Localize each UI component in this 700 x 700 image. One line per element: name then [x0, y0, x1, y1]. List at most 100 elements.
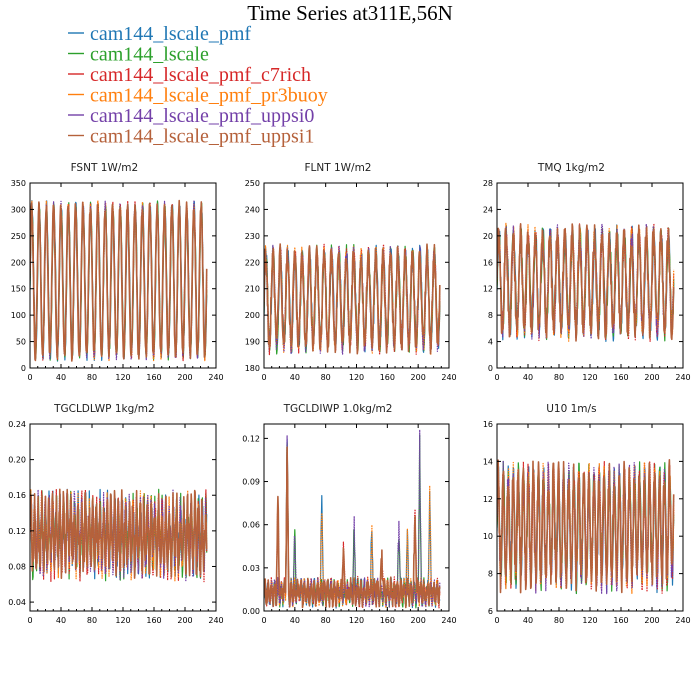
- x-tick-label: 0: [261, 616, 266, 625]
- y-tick-label: 0.24: [8, 420, 26, 429]
- y-tick-label: 0.03: [242, 564, 260, 573]
- y-tick-label: 200: [245, 311, 260, 320]
- x-tick-label: 120: [115, 616, 130, 625]
- series-line: [264, 446, 441, 609]
- legend-item: cam144_lscale_pmf_uppsi1: [68, 126, 314, 148]
- x-tick-label: 160: [146, 616, 161, 625]
- x-tick-label: 40: [523, 616, 533, 625]
- y-tick-label: 210: [245, 285, 260, 294]
- chart-panel: U10 1m/s 0 40 80 120 160 200 240 6 8 10 12 14 16: [483, 403, 691, 625]
- y-tick-label: 250: [245, 179, 260, 188]
- legend-item: cam144_lscale_pmf: [68, 23, 251, 45]
- y-tick-label: 0.12: [8, 527, 26, 536]
- y-tick-label: 8: [488, 570, 493, 579]
- y-tick-label: 0.06: [242, 521, 260, 530]
- figure-title: Time Series at311E,56N: [247, 1, 453, 25]
- y-tick-label: 0.00: [242, 607, 260, 616]
- y-tick-label: 12: [483, 495, 493, 504]
- x-tick-label: 160: [613, 616, 628, 625]
- x-tick-label: 200: [411, 373, 426, 382]
- y-tick-label: 300: [11, 205, 26, 214]
- legend-label: cam144_lscale_pmf: [90, 23, 251, 45]
- x-tick-label: 200: [644, 616, 659, 625]
- panel-title: FLNT 1W/m2: [304, 162, 371, 174]
- x-tick-label: 240: [208, 616, 223, 625]
- panel-title: TGCLDLWP 1kg/m2: [53, 403, 155, 415]
- y-tick-label: 240: [245, 205, 260, 214]
- series-lines: [30, 199, 208, 362]
- panel-title: TGCLDIWP 1.0kg/m2: [283, 403, 393, 415]
- panel-title: FSNT 1W/m2: [71, 162, 139, 174]
- series-line: [30, 199, 208, 362]
- x-tick-label: 40: [56, 616, 66, 625]
- panel-title: U10 1m/s: [546, 403, 596, 415]
- y-tick-label: 0.08: [8, 562, 26, 571]
- x-tick-label: 240: [441, 616, 456, 625]
- legend-label: cam144_lscale_pmf_uppsi0: [90, 105, 314, 127]
- x-tick-label: 240: [675, 616, 690, 625]
- x-tick-label: 160: [613, 373, 628, 382]
- chart-panel: FSNT 1W/m2 0 40 80 120 160 200 240 0 50 100 150 200 2…: [11, 162, 224, 382]
- y-tick-label: 12: [483, 285, 493, 294]
- x-tick-label: 120: [349, 373, 364, 382]
- panel-title: TMQ 1kg/m2: [537, 162, 605, 174]
- legend-label: cam144_lscale_pmf_pr3buoy: [90, 85, 328, 107]
- y-tick-label: 20: [483, 232, 493, 241]
- chart-panel: TGCLDLWP 1kg/m2 0 40 80 120 160 200 240 0.04 0.08…: [8, 403, 223, 625]
- x-tick-label: 0: [27, 616, 32, 625]
- y-tick-label: 190: [245, 338, 260, 347]
- y-tick-label: 0: [21, 364, 26, 373]
- y-tick-label: 0.12: [242, 434, 260, 443]
- y-tick-label: 50: [16, 338, 26, 347]
- x-tick-label: 120: [349, 616, 364, 625]
- y-tick-label: 250: [11, 232, 26, 241]
- y-tick-label: 10: [483, 532, 493, 541]
- y-tick-label: 220: [245, 258, 260, 267]
- x-tick-label: 80: [321, 373, 331, 382]
- chart-panel: FLNT 1W/m2 0 40 80 120 160 200 240 180 190 200 210 2…: [245, 162, 457, 382]
- x-tick-label: 40: [56, 373, 66, 382]
- y-tick-label: 350: [11, 179, 26, 188]
- x-tick-label: 240: [208, 373, 223, 382]
- chart-panel: TGCLDIWP 1.0kg/m2 0 40 80 120 160 200 240 0.00 0.…: [242, 403, 456, 625]
- legend-item: cam144_lscale_pmf_pr3buoy: [68, 85, 328, 107]
- x-tick-label: 120: [115, 373, 130, 382]
- y-tick-label: 24: [483, 205, 493, 214]
- y-tick-label: 8: [488, 311, 493, 320]
- x-tick-label: 80: [87, 373, 97, 382]
- legend-label: cam144_lscale: [90, 44, 209, 66]
- y-tick-label: 0: [488, 364, 493, 373]
- x-tick-label: 80: [321, 616, 331, 625]
- x-tick-label: 160: [146, 373, 161, 382]
- x-tick-label: 120: [582, 616, 597, 625]
- y-tick-label: 4: [488, 338, 493, 347]
- series-line: [30, 489, 208, 583]
- legend-item: cam144_lscale_pmf_uppsi0: [68, 105, 314, 127]
- y-tick-label: 0.16: [8, 491, 26, 500]
- y-tick-label: 16: [483, 420, 493, 429]
- series-lines: [264, 429, 441, 609]
- y-tick-label: 100: [11, 311, 26, 320]
- series-lines: [497, 458, 675, 595]
- legend-item: cam144_lscale: [68, 44, 209, 66]
- series-line: [497, 458, 675, 594]
- y-tick-label: 28: [483, 179, 493, 188]
- series-lines: [30, 488, 208, 583]
- x-tick-label: 240: [441, 373, 456, 382]
- series-lines: [264, 243, 441, 356]
- y-tick-label: 0.04: [8, 598, 26, 607]
- legend-label: cam144_lscale_pmf_c7rich: [90, 64, 311, 86]
- series-line: [497, 223, 675, 342]
- y-tick-label: 150: [11, 285, 26, 294]
- chart-panel: TMQ 1kg/m2 0 40 80 120 160 200 240 0 4 8 12 16 20 24 28: [483, 162, 691, 382]
- x-tick-label: 80: [554, 373, 564, 382]
- series-line: [30, 488, 208, 580]
- x-tick-label: 240: [675, 373, 690, 382]
- y-tick-label: 230: [245, 232, 260, 241]
- x-tick-label: 80: [87, 616, 97, 625]
- series-line: [264, 243, 441, 355]
- x-tick-label: 40: [290, 373, 300, 382]
- x-tick-label: 200: [644, 373, 659, 382]
- x-tick-label: 120: [582, 373, 597, 382]
- x-tick-label: 160: [380, 373, 395, 382]
